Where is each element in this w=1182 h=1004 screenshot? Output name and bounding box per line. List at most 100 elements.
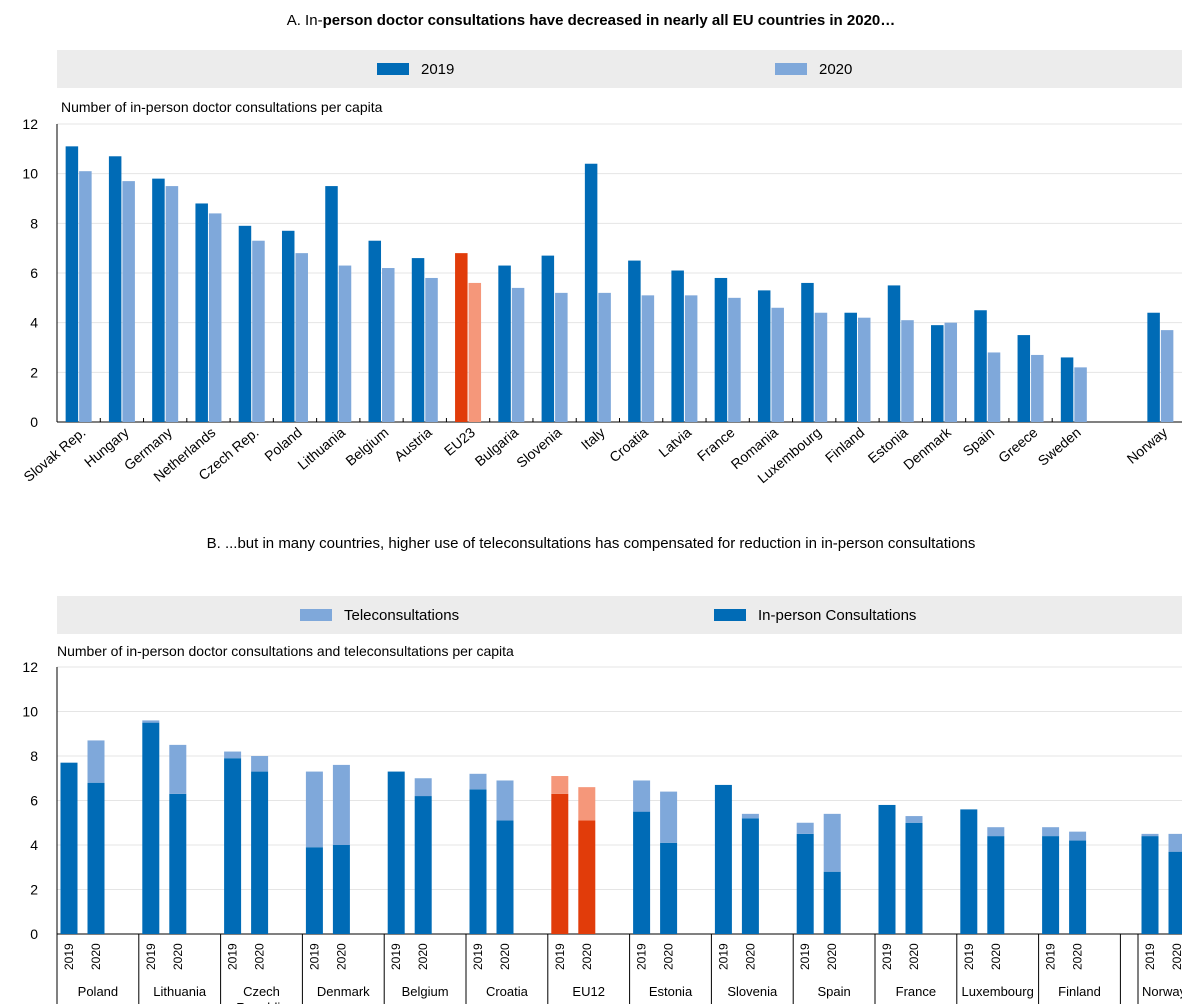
year-label: 2019	[716, 943, 730, 970]
bar-in-person	[741, 818, 759, 934]
bar-2019	[411, 258, 425, 422]
bar-teleconsultation	[1168, 833, 1182, 852]
bar-in-person	[1042, 836, 1060, 934]
bar-2020	[641, 295, 655, 422]
y-tick-label-a: 10	[22, 166, 38, 182]
bar-in-person	[87, 782, 105, 934]
bar-in-person	[251, 771, 269, 934]
bar-2020	[555, 292, 568, 422]
y-tick-label-b: 6	[30, 793, 38, 809]
bar-2020	[208, 213, 222, 422]
bar-2019	[368, 240, 382, 422]
bar-teleconsultation	[224, 751, 242, 759]
year-label: 2019	[1143, 943, 1157, 970]
bar-in-person	[496, 820, 514, 934]
bar-2020	[468, 282, 482, 422]
year-label: 2019	[1044, 943, 1058, 970]
bar-2019	[1017, 335, 1031, 422]
bar-2020	[857, 317, 871, 422]
y-tick-label-a: 2	[30, 364, 38, 380]
legend-label-2020: 2020	[819, 60, 853, 78]
legend-item-2020: 2020	[775, 60, 853, 78]
bar-2020	[684, 295, 698, 422]
bar-teleconsultation	[823, 813, 841, 872]
bar-2019	[757, 290, 771, 422]
bar-2020	[814, 312, 828, 422]
bar-in-person	[878, 804, 896, 934]
bar-teleconsultation	[1069, 831, 1087, 841]
year-label: 2020	[580, 943, 594, 970]
bar-teleconsultation	[660, 791, 678, 843]
bar-teleconsultation	[169, 744, 187, 794]
year-label: 2020	[89, 943, 103, 970]
panel-a-title: A. In-person doctor consultations have d…	[0, 12, 1182, 29]
year-label: 2020	[334, 943, 348, 970]
bar-in-person	[305, 847, 323, 934]
y-tick-label-b: 12	[22, 659, 38, 675]
year-label: 2020	[1170, 943, 1182, 970]
panel-a-title-bold: person doctor consultations have decreas…	[322, 12, 896, 29]
bar-teleconsultation	[905, 816, 923, 823]
bar-2020	[598, 292, 611, 422]
bar-2019	[65, 146, 79, 422]
year-label: 2019	[962, 943, 976, 970]
bar-2020	[382, 268, 395, 422]
panel-b-legend: Teleconsultations In-person Consultation…	[57, 596, 1182, 634]
bar-2019	[281, 230, 295, 422]
bar-2020	[771, 307, 784, 422]
panel-a-legend: 2019 2020	[57, 50, 1182, 88]
bar-teleconsultation	[633, 780, 651, 812]
group-label: Luxembourg	[962, 984, 1034, 999]
bar-in-person	[224, 758, 242, 934]
year-label: 2019	[635, 943, 649, 970]
bar-2019	[887, 285, 901, 422]
legend-swatch-tele	[300, 609, 332, 621]
year-label: 2019	[553, 943, 567, 970]
panel-b-title: B. ...but in many countries, higher use …	[206, 535, 976, 552]
bar-in-person	[1141, 836, 1159, 934]
bar-2019	[108, 156, 122, 423]
bar-in-person	[987, 836, 1005, 934]
bar-in-person	[714, 784, 732, 934]
bar-in-person	[633, 811, 651, 934]
year-label: 2020	[907, 943, 921, 970]
group-label: France	[896, 984, 936, 999]
bar-2020	[728, 297, 741, 422]
legend-item-inperson: In-person Consultations	[714, 606, 917, 624]
bar-teleconsultation	[87, 740, 105, 783]
bar-in-person	[551, 793, 569, 934]
year-label: 2020	[416, 943, 430, 970]
group-label: Republic	[236, 1000, 287, 1004]
bar-2019	[541, 255, 555, 422]
bar-2019	[1060, 357, 1074, 422]
bar-in-person	[142, 722, 160, 934]
bar-2020	[338, 265, 352, 422]
group-label: Belgium	[402, 984, 449, 999]
legend-label-inperson: In-person Consultations	[758, 606, 917, 624]
bar-2019	[238, 225, 252, 422]
bar-2020	[165, 186, 179, 422]
y-tick-label-a: 12	[22, 116, 38, 132]
bar-2019	[801, 282, 814, 422]
group-label: Finland	[1058, 984, 1101, 999]
y-tick-label-b: 8	[30, 748, 38, 764]
bar-2020	[944, 322, 958, 422]
bar-in-person	[960, 809, 978, 934]
bar-2019	[714, 277, 728, 422]
bar-2019	[931, 325, 944, 422]
legend-item-2019: 2019	[377, 61, 454, 78]
bar-teleconsultation	[332, 764, 350, 845]
bar-in-person	[1069, 840, 1087, 934]
year-label: 2020	[743, 943, 757, 970]
bar-teleconsultation	[987, 827, 1005, 837]
bar-in-person	[414, 796, 432, 934]
bar-2019	[671, 270, 684, 422]
bar-2019	[498, 265, 511, 422]
bar-teleconsultation	[142, 720, 160, 723]
y-tick-label-b: 4	[30, 837, 38, 853]
bar-2020	[295, 253, 308, 422]
bar-2020	[1074, 367, 1087, 422]
bar-2020	[987, 352, 1001, 422]
panel-a-title-prefix: A. In-	[286, 12, 323, 29]
legend-swatch-inperson	[714, 609, 746, 621]
